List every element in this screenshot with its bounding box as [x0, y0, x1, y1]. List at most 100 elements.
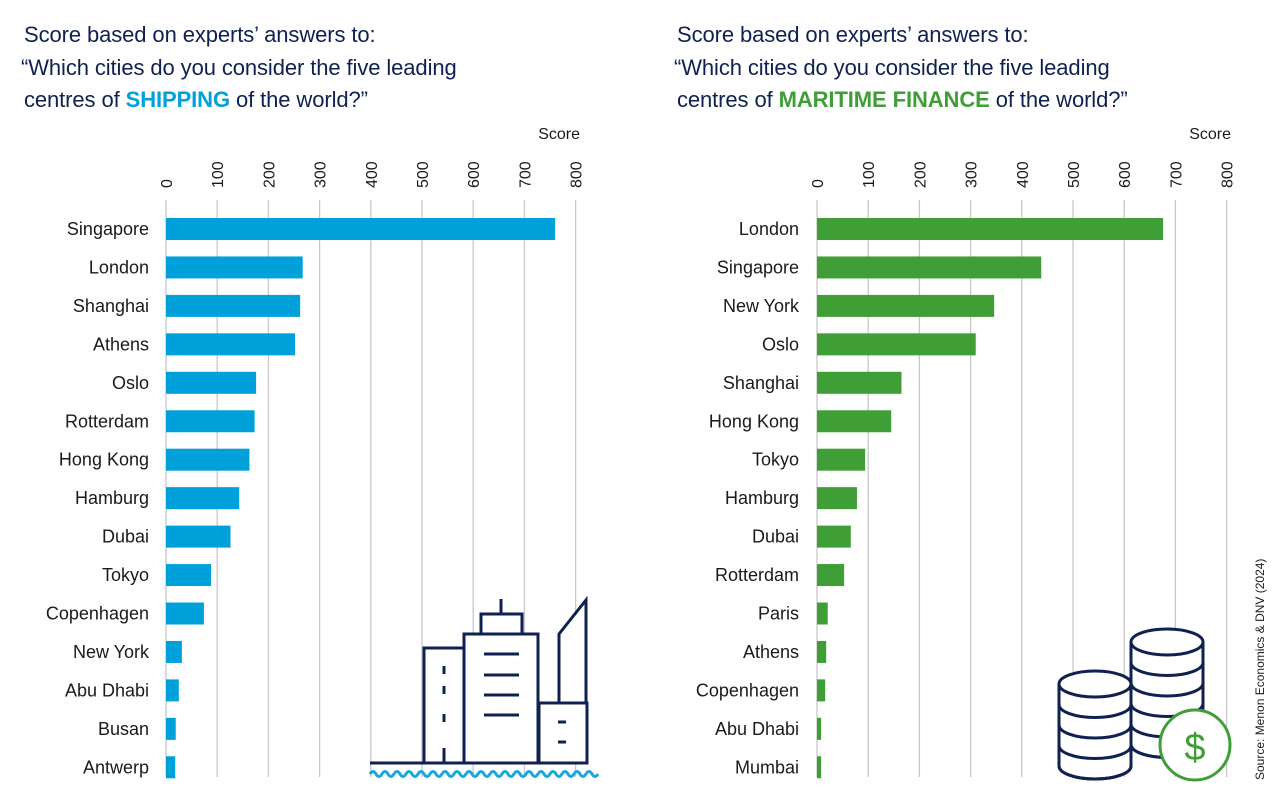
category-label: London: [89, 257, 149, 277]
title-highlight-shipping: SHIPPING: [125, 87, 230, 112]
chart-title-maritime-finance: Score based on experts’ answers to: “Whi…: [674, 19, 1128, 117]
bar-finance-copenhagen: [817, 679, 826, 702]
title-prefix: centres of: [677, 87, 779, 112]
bar-finance-abu-dhabi: [817, 717, 822, 740]
x-axis-label-shipping: Score: [538, 126, 580, 143]
bar-shipping-tokyo: [166, 564, 212, 587]
category-label: Rotterdam: [715, 565, 799, 585]
coin-edge: [1057, 745, 1133, 760]
tick-label: 300: [313, 161, 330, 188]
title-line-2: “Which cities do you consider the five l…: [21, 54, 457, 80]
bar-finance-athens: [817, 640, 827, 663]
bar-finance-paris: [817, 602, 828, 625]
category-label: Oslo: [112, 373, 149, 393]
city-skyline-icon: [370, 595, 589, 765]
bar-finance-tokyo: [817, 448, 866, 471]
maritime-finance-bar-chart: 0 100 200 300 400 500 600 700 800 London Singapore…: [696, 161, 1237, 779]
coin-top: [1057, 669, 1133, 699]
title-line-1: Score based on experts’ answers to:: [677, 22, 1029, 47]
coin-edge: [1129, 662, 1205, 677]
tick-label: 100: [861, 161, 878, 188]
category-label: Abu Dhabi: [715, 719, 799, 739]
icon-backdrop: [481, 614, 522, 634]
tick-label: 600: [466, 161, 483, 188]
bar-shipping-athens: [166, 333, 296, 356]
category-label: Shanghai: [723, 373, 799, 393]
tick-label: 400: [364, 161, 381, 188]
shipping-bar-chart: 0 100 200 300 400 500 600 700 800 Singapore London…: [46, 161, 586, 779]
category-label: Mumbai: [735, 757, 799, 777]
category-label: New York: [723, 296, 800, 316]
bar-shipping-oslo: [166, 371, 257, 394]
title-line-1: Score based on experts’ answers to:: [24, 22, 376, 47]
coin-edge: [1057, 704, 1133, 719]
tick-label: 300: [964, 161, 981, 188]
tick-label: 500: [1066, 161, 1083, 188]
bar-shipping-shanghai: [166, 294, 301, 317]
tick-label: 100: [210, 161, 227, 188]
x-axis-label-finance: Score: [1189, 126, 1231, 143]
bar-shipping-singapore: [166, 218, 556, 240]
bar-finance-oslo: [817, 333, 976, 356]
category-label: Tokyo: [102, 565, 149, 585]
tick-label: 200: [261, 161, 278, 188]
bar-finance-london: [817, 218, 1164, 240]
tick-label: 700: [517, 161, 534, 188]
category-label: Dubai: [102, 527, 149, 547]
dollar-circle-icon: $: [1158, 708, 1232, 782]
tick-label: 600: [1117, 161, 1134, 188]
title-line-3: centres of MARITIME FINANCE of the world…: [677, 84, 1128, 117]
title-suffix: of the world?”: [989, 87, 1128, 112]
title-line-3: centres of SHIPPING of the world?”: [24, 84, 457, 117]
title-highlight-maritime-finance: MARITIME FINANCE: [778, 87, 990, 112]
bar-finance-singapore: [817, 256, 1042, 279]
bar-finance-shanghai: [817, 371, 902, 394]
coin-edge: [1057, 765, 1133, 781]
category-label: Antwerp: [83, 757, 149, 777]
category-label: Shanghai: [73, 296, 149, 316]
bar-finance-rotterdam: [817, 564, 845, 587]
source-note: Source: Menon Economics & DNV (2024): [1253, 558, 1267, 780]
bar-shipping-london: [166, 256, 303, 279]
category-label: Dubai: [752, 527, 799, 547]
bar-shipping-copenhagen: [166, 602, 204, 625]
water-wave-icon: [368, 770, 600, 778]
tick-label: 0: [810, 179, 827, 188]
bar-shipping-hamburg: [166, 487, 240, 510]
category-label: Singapore: [67, 219, 149, 239]
bar-finance-dubai: [817, 525, 851, 548]
bar-shipping-abu-dhabi: [166, 679, 179, 702]
chart-title-shipping: Score based on experts’ answers to: “Whi…: [21, 19, 457, 117]
tick-label: 700: [1168, 161, 1185, 188]
category-label: Busan: [98, 719, 149, 739]
bar-finance-hamburg: [817, 487, 857, 510]
category-label: Hong Kong: [709, 411, 799, 431]
title-line-2: “Which cities do you consider the five l…: [674, 54, 1110, 80]
category-label: Copenhagen: [696, 680, 799, 700]
category-label: Hong Kong: [59, 450, 149, 470]
dollar-sign: $: [1184, 727, 1205, 769]
category-label: New York: [73, 642, 150, 662]
tick-label: 200: [912, 161, 929, 188]
coin-top: [1129, 627, 1205, 657]
category-label: London: [739, 219, 799, 239]
category-label: Oslo: [762, 334, 799, 354]
bar-shipping-dubai: [166, 525, 231, 548]
category-label: Singapore: [717, 257, 799, 277]
category-label: Athens: [743, 642, 799, 662]
category-label: Rotterdam: [65, 411, 149, 431]
coin-edge: [1129, 682, 1205, 698]
category-label: Abu Dhabi: [65, 680, 149, 700]
bar-shipping-hong-kong: [166, 448, 250, 471]
bar-finance-hong-kong: [817, 410, 892, 433]
bar-finance-mumbai: [817, 756, 822, 779]
bar-shipping-new-york: [166, 640, 182, 663]
bar-shipping-antwerp: [166, 756, 176, 779]
tick-label: 800: [569, 161, 586, 188]
bar-finance-new-york: [817, 294, 995, 317]
coin-edge: [1057, 724, 1133, 740]
bar-shipping-busan: [166, 717, 176, 740]
title-suffix: of the world?”: [229, 87, 368, 112]
tick-label: 0: [159, 179, 176, 188]
